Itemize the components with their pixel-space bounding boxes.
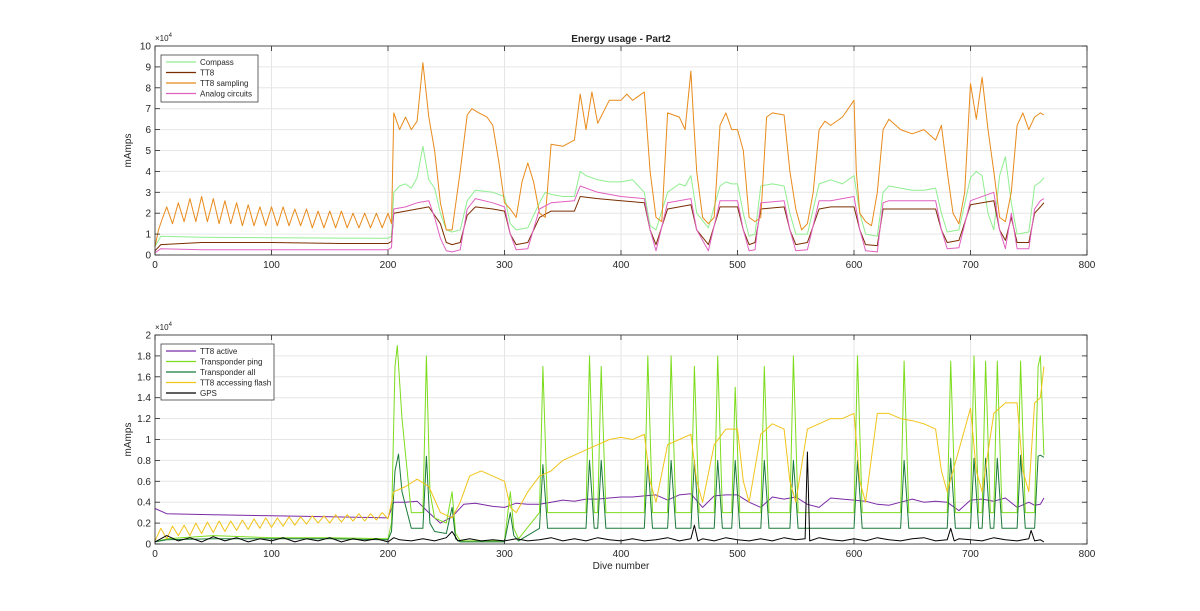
y-exponent-power: 4 — [169, 322, 173, 328]
y-tick-label: 1.8 — [137, 351, 151, 362]
y-exponent-base: ×10 — [155, 34, 169, 43]
x-tick-label: 100 — [263, 549, 280, 560]
y-tick-label: 6 — [145, 125, 151, 136]
y-tick-label: 0 — [145, 540, 151, 551]
x-tick-label: 400 — [613, 549, 630, 560]
legend-entry: Transponder ping — [200, 358, 262, 367]
legend-entry: Transponder all — [200, 368, 256, 377]
chart-title: Energy usage - Part2 — [571, 34, 671, 45]
legend-entry: TT8 — [200, 69, 215, 78]
y-tick-label: 0 — [145, 251, 151, 262]
series-line-transponder-all — [154, 453, 1045, 543]
x-tick-label: 100 — [263, 260, 280, 271]
series-line-analog-circuits — [154, 185, 1045, 254]
x-tick-label: 500 — [729, 549, 746, 560]
series-line-tt8-sampling — [154, 62, 1045, 247]
legend-entry: Compass — [200, 58, 234, 67]
y-axis-label: mAmps — [123, 423, 134, 457]
y-tick-label: 9 — [145, 62, 151, 73]
legend-box — [160, 54, 259, 103]
legend-entry: TT8 active — [200, 347, 238, 356]
x-tick-label: 300 — [496, 260, 513, 271]
y-tick-label: 5 — [145, 146, 151, 157]
series-line-tt8 — [154, 196, 1045, 252]
x-tick-label: 600 — [846, 549, 863, 560]
y-tick-label: 7 — [145, 104, 151, 115]
y-tick-label: 8 — [145, 83, 151, 94]
y-exponent-power: 4 — [169, 33, 173, 39]
y-tick-label: 1.4 — [137, 393, 151, 404]
y-tick-label: 1 — [145, 230, 151, 241]
legend-entry: Analog circuits — [200, 90, 252, 99]
y-tick-label: 0.2 — [137, 519, 151, 530]
x-tick-label: 600 — [846, 260, 863, 271]
x-tick-label: 500 — [729, 260, 746, 271]
x-tick-label: 400 — [613, 260, 630, 271]
x-tick-label: 300 — [496, 549, 513, 560]
y-tick-label: 0.4 — [137, 498, 151, 509]
series-line-compass — [154, 145, 1045, 247]
series-line-tt8-accessing-flash — [154, 366, 1045, 542]
y-axis-label: mAmps — [123, 134, 134, 168]
y-exponent-label: ×104 — [155, 33, 173, 43]
y-tick-label: 10 — [140, 42, 152, 53]
y-tick-label: 1 — [145, 435, 151, 446]
y-tick-label: 2 — [145, 209, 151, 220]
x-tick-label: 800 — [1079, 549, 1096, 560]
series-line-gps — [154, 451, 1045, 543]
y-tick-label: 4 — [145, 167, 151, 178]
y-tick-label: 2 — [145, 331, 151, 342]
y-exponent-label: ×104 — [155, 322, 173, 332]
chart-1: 0 100 200 300 400 500 600 700 800 0 1 2 3 4 5 6 7 8 9 10×10… — [123, 33, 1096, 271]
x-tick-label: 0 — [152, 549, 158, 560]
x-axis-label: Dive number — [593, 561, 650, 572]
x-tick-label: 700 — [962, 260, 979, 271]
x-tick-label: 0 — [152, 260, 158, 271]
y-tick-label: 0.8 — [137, 456, 151, 467]
x-tick-label: 700 — [962, 549, 979, 560]
legend-entry: GPS — [200, 389, 217, 398]
x-tick-label: 800 — [1079, 260, 1096, 271]
y-tick-label: 1.2 — [137, 414, 151, 425]
chart-2: 0 100 200 300 400 500 600 700 800 0 0.2 0.4 0.6 0.8 1 1… — [123, 322, 1096, 572]
legend-entry: TT8 sampling — [200, 79, 248, 88]
series-line-transponder-ping — [154, 345, 1045, 543]
legend-entry: TT8 accessing flash — [200, 379, 271, 388]
x-tick-label: 200 — [380, 549, 397, 560]
y-tick-label: 0.6 — [137, 477, 151, 488]
y-exponent-base: ×10 — [155, 323, 169, 332]
y-tick-label: 1.6 — [137, 372, 151, 383]
y-tick-label: 3 — [145, 188, 151, 199]
x-tick-label: 200 — [380, 260, 397, 271]
